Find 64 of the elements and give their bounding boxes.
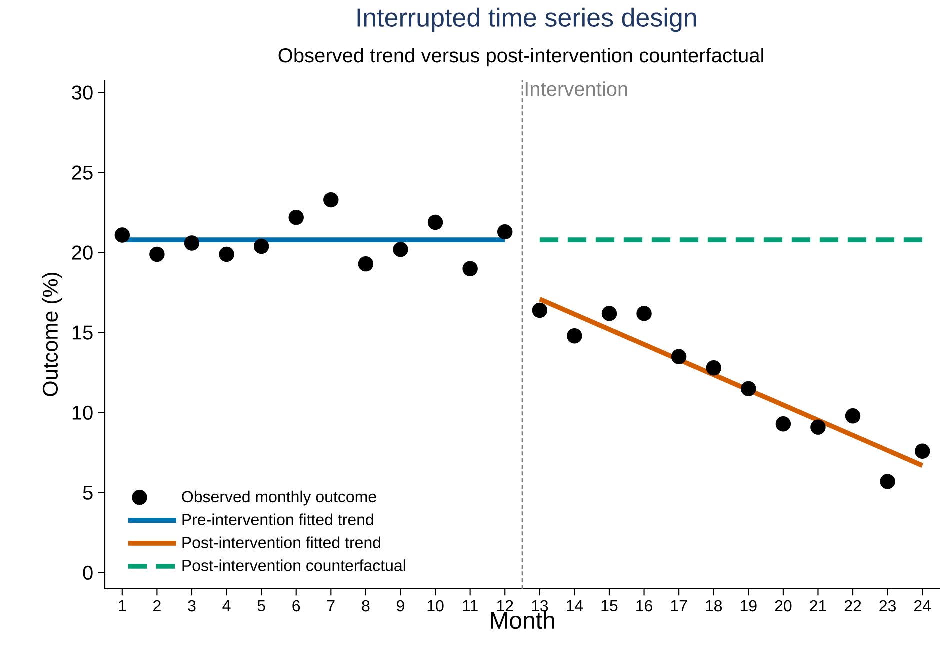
point <box>532 302 548 318</box>
chart-subtitle: Observed trend versus post-intervention counterfactual <box>278 48 764 67</box>
x-tick-label: 16 <box>636 600 652 612</box>
x-tick-label: 14 <box>567 600 584 612</box>
point <box>706 360 722 376</box>
x-tick-label: 21 <box>810 600 826 612</box>
y-tick-label: 15 <box>72 326 93 340</box>
legend-label: Observed monthly outcome <box>182 490 376 506</box>
x-tick-label: 12 <box>497 600 514 612</box>
x-tick-label: 9 <box>397 600 404 612</box>
x-tick-label: 15 <box>602 600 618 612</box>
point <box>636 306 652 322</box>
x-tick-label: 2 <box>154 600 161 612</box>
point <box>498 224 513 240</box>
point <box>428 214 444 230</box>
point <box>358 256 374 272</box>
x-tick-label: 3 <box>188 600 196 612</box>
y-tick-label: 10 <box>72 406 93 420</box>
legend-label: Post-intervention fitted trend <box>182 536 380 548</box>
x-tick-label: 23 <box>880 600 896 612</box>
point <box>254 238 270 254</box>
x-tick-label: 8 <box>362 600 370 612</box>
chart-title: Interrupted time series design <box>358 8 696 32</box>
y-tick-label: 30 <box>72 86 93 100</box>
point <box>219 246 234 262</box>
x-tick-label: 18 <box>706 600 722 612</box>
point <box>776 416 792 432</box>
point <box>567 328 582 344</box>
x-tick-label: 4 <box>222 600 231 612</box>
y-tick-label: 20 <box>72 246 93 260</box>
point <box>671 349 687 365</box>
x-axis-title: Month <box>491 612 554 630</box>
x-tick-label: 13 <box>532 600 548 612</box>
point <box>741 381 756 397</box>
x-tick-label: 1 <box>119 600 126 612</box>
x-tick-label: 20 <box>775 600 792 612</box>
x-tick-label: 7 <box>328 600 335 612</box>
y-tick-label: 25 <box>72 166 93 180</box>
point <box>393 242 408 258</box>
point <box>915 444 930 459</box>
point <box>810 420 826 435</box>
x-tick-label: 22 <box>844 600 862 612</box>
x-tick-label: 6 <box>292 600 300 612</box>
y-axis-title: Outcome (%) <box>42 273 62 396</box>
point <box>324 192 339 208</box>
y-tick-label: 5 <box>83 486 93 500</box>
x-tick-label: 10 <box>428 600 444 612</box>
ref-line-label: Intervention <box>526 82 628 96</box>
legend-label: Post-intervention counterfactual <box>182 560 406 572</box>
point <box>462 261 478 276</box>
point <box>288 210 304 226</box>
point <box>114 228 130 243</box>
point <box>845 408 861 424</box>
legend-label: Pre-intervention fitted trend <box>182 514 374 526</box>
point <box>880 474 896 490</box>
x-tick-label: 19 <box>740 600 757 612</box>
x-tick-label: 17 <box>671 600 688 612</box>
y-tick-label: 0 <box>83 566 93 580</box>
point <box>184 236 200 251</box>
point <box>150 246 165 262</box>
x-tick-label: 5 <box>258 600 266 612</box>
x-tick-label: 24 <box>914 600 932 612</box>
point <box>602 306 618 322</box>
x-tick-label: 11 <box>463 600 478 612</box>
